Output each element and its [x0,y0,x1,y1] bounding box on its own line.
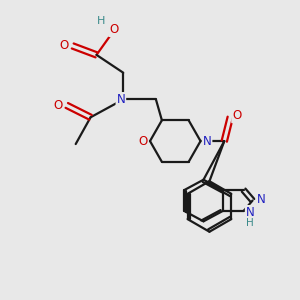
Text: H: H [97,16,105,26]
Text: O: O [232,109,242,122]
Text: O: O [109,23,119,36]
Text: O: O [138,135,147,148]
Text: O: O [54,99,63,112]
Text: N: N [203,135,212,148]
Text: O: O [60,40,69,52]
Text: H: H [246,218,254,228]
Text: N: N [116,93,125,106]
Text: N: N [256,193,265,206]
Text: N: N [246,206,254,219]
